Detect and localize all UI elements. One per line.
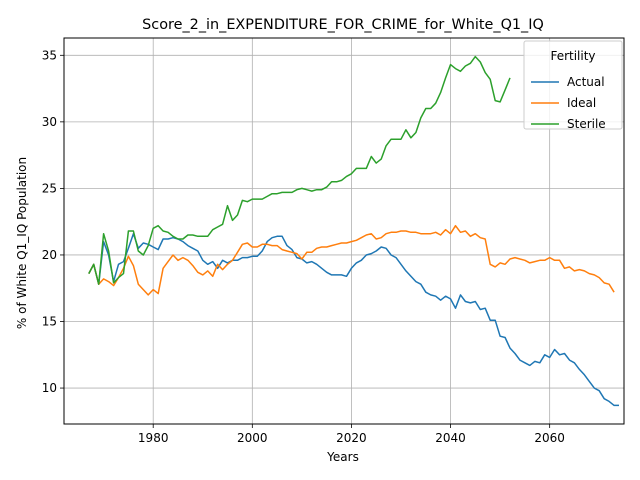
legend-label-actual: Actual	[567, 75, 605, 89]
x-tick-label: 1980	[138, 431, 169, 445]
legend: Fertility Actual Ideal Sterile	[523, 40, 623, 131]
x-axis-label: Years	[326, 450, 359, 464]
x-tick-label: 2000	[237, 431, 268, 445]
y-tick-label: 30	[42, 115, 57, 129]
chart-title: Score_2_in_EXPENDITURE_FOR_CRIME_for_Whi…	[142, 17, 544, 33]
series-line-sterile	[88, 55, 511, 285]
y-tick-label: 15	[42, 315, 57, 329]
tick-layer: 1980 2000 2020 2040 2060 10 15 20 25 30 35	[42, 48, 565, 445]
y-tick-label: 20	[42, 248, 57, 262]
legend-entries: Actual Ideal Sterile	[531, 75, 606, 131]
series-line-ideal	[88, 224, 615, 296]
legend-box	[523, 40, 623, 130]
legend-title: Fertility	[550, 49, 595, 63]
plot-frame	[63, 37, 625, 425]
y-tick-label: 10	[42, 381, 57, 395]
y-axis-label: % of White Q1_IQ Population	[15, 157, 29, 329]
x-tick-label: 2060	[534, 431, 565, 445]
x-tick-label: 2040	[435, 431, 466, 445]
series-layer	[88, 55, 619, 407]
legend-label-sterile: Sterile	[567, 117, 606, 131]
legend-label-ideal: Ideal	[567, 96, 596, 110]
y-tick-label: 35	[42, 48, 57, 62]
x-tick-label: 2020	[336, 431, 367, 445]
y-tick-label: 25	[42, 181, 57, 195]
